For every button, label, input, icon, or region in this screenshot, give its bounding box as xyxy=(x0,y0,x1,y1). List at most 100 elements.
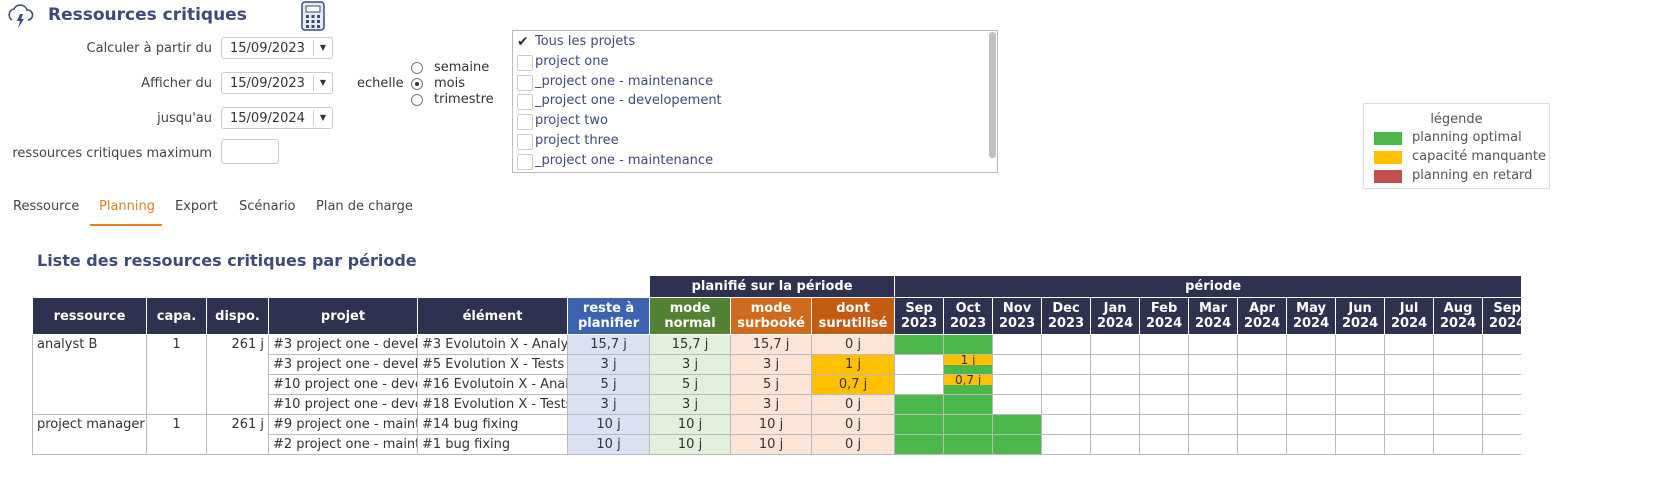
project-item[interactable]: ✔ Tous les projets xyxy=(517,34,635,53)
month-header: Sep 2024 xyxy=(1482,297,1521,335)
radio-button[interactable] xyxy=(411,78,423,90)
period-cell xyxy=(1188,354,1239,375)
period-cell xyxy=(1482,394,1521,415)
surbooke-cell: 10 j xyxy=(730,434,813,455)
project-item[interactable]: _project one - maintenance xyxy=(517,153,713,172)
legend-label: planning optimal xyxy=(1412,130,1522,145)
date-value: 15/09/2023 xyxy=(230,76,305,91)
date-input[interactable]: 15/09/2023 ▼ xyxy=(221,37,333,59)
tab[interactable]: Export xyxy=(175,199,218,214)
month-header: Oct 2023 xyxy=(943,297,994,335)
calculator-button[interactable] xyxy=(300,1,326,31)
checkbox[interactable] xyxy=(517,114,533,131)
tab[interactable]: Plan de charge xyxy=(316,199,413,214)
checkbox[interactable]: ✔ xyxy=(517,34,529,50)
checkbox[interactable] xyxy=(517,54,533,71)
project-item[interactable]: project one xyxy=(517,54,608,73)
project-item[interactable]: _project one - developement xyxy=(517,93,722,112)
period-cell xyxy=(1433,394,1484,415)
date-input[interactable]: 15/09/2024 ▼ xyxy=(221,107,333,129)
period-fill xyxy=(944,365,992,374)
checkbox[interactable] xyxy=(517,74,533,91)
project-item[interactable]: project two xyxy=(517,113,608,132)
element-cell: #5 Evolution X - Tests xyxy=(416,354,569,375)
period-cell xyxy=(1482,414,1521,435)
period-cell xyxy=(1384,354,1435,375)
period-cell xyxy=(1433,434,1484,455)
period-cell xyxy=(894,414,945,435)
critical-resources-table: planifié sur la période période ressource c… xyxy=(32,275,1521,455)
period-cell xyxy=(1041,414,1092,435)
period-label: 0,7 j xyxy=(944,375,992,386)
tab[interactable]: Ressource xyxy=(13,199,80,214)
project-cell: #10 project one - deve xyxy=(268,394,418,415)
column-header: mode normal xyxy=(649,297,732,335)
legend: légende planning optimal capacité manquant… xyxy=(1363,103,1550,189)
period-cell xyxy=(1090,374,1141,395)
radio-button[interactable] xyxy=(411,62,423,74)
group-header-row: planifié sur la période période xyxy=(32,275,1521,298)
period-cell xyxy=(894,434,945,455)
radio-label[interactable]: trimestre xyxy=(434,92,494,107)
period-cell xyxy=(1482,354,1521,375)
split-cell: 0,7 j xyxy=(944,375,992,394)
month-header: Dec 2023 xyxy=(1041,297,1092,335)
radio-label[interactable]: mois xyxy=(434,76,466,91)
surbooke-cell: 10 j xyxy=(730,414,813,435)
field-label: ressources critiques maximum xyxy=(12,146,212,161)
project-item[interactable]: _project one - maintenance xyxy=(517,74,713,93)
radio-button[interactable] xyxy=(411,94,423,106)
checkbox[interactable] xyxy=(517,94,533,111)
period-cell xyxy=(943,334,994,355)
period-cell xyxy=(1090,354,1141,375)
period-cell xyxy=(1335,354,1386,375)
surutilise-cell: 0,7 j xyxy=(811,374,896,395)
period-cell xyxy=(1335,414,1386,435)
data-row: #3 project one - devel #5 Evolution X - T… xyxy=(33,354,1521,375)
tab[interactable]: Scénario xyxy=(239,199,296,214)
period-cell xyxy=(1384,434,1435,455)
radio-label[interactable]: semaine xyxy=(434,60,490,75)
resource-cell: analyst B xyxy=(32,334,147,415)
availability-cell: 261 j xyxy=(206,414,269,455)
month-header: Jun 2024 xyxy=(1335,297,1386,335)
availability-cell: 261 j xyxy=(206,334,269,415)
dropdown-arrow[interactable]: ▼ xyxy=(313,110,332,126)
period-cell xyxy=(1237,334,1288,355)
column-header: projet xyxy=(268,297,418,335)
normal-cell: 3 j xyxy=(649,394,732,415)
surutilise-cell: 1 j xyxy=(811,354,896,375)
period-cell xyxy=(1335,434,1386,455)
period-cell xyxy=(943,394,994,415)
app-icon xyxy=(8,4,34,28)
period-cell xyxy=(1335,334,1386,355)
surutilise-cell: 0 j xyxy=(811,434,896,455)
tab-underline xyxy=(90,224,162,226)
period-cell: 1 j xyxy=(943,354,994,375)
checkbox[interactable] xyxy=(517,153,533,170)
reste-cell: 3 j xyxy=(567,394,651,415)
dropdown-arrow[interactable]: ▼ xyxy=(313,40,332,56)
period-cell xyxy=(1188,394,1239,415)
legend-swatch xyxy=(1374,132,1402,145)
period-cell xyxy=(1286,374,1337,395)
column-header: capa. xyxy=(146,297,207,335)
period-label: 1 j xyxy=(944,355,992,366)
project-item[interactable]: project three xyxy=(517,133,619,152)
surbooke-cell: 5 j xyxy=(730,374,813,395)
capacity-cell: 1 xyxy=(146,414,207,455)
scale-label: echelle xyxy=(357,76,404,91)
month-header: Sep 2023 xyxy=(894,297,945,335)
number-input[interactable] xyxy=(221,139,279,164)
month-header: Jul 2024 xyxy=(1384,297,1435,335)
checkbox[interactable] xyxy=(517,134,533,150)
project-cell: #9 project one - maint xyxy=(268,414,418,435)
scrollbar[interactable] xyxy=(989,32,996,158)
tab[interactable]: Planning xyxy=(99,199,155,214)
dropdown-arrow[interactable]: ▼ xyxy=(313,75,332,91)
month-header: Mar 2024 xyxy=(1188,297,1239,335)
normal-cell: 5 j xyxy=(649,374,732,395)
date-input[interactable]: 15/09/2023 ▼ xyxy=(221,72,333,94)
element-cell: #1 bug fixing xyxy=(416,434,569,455)
